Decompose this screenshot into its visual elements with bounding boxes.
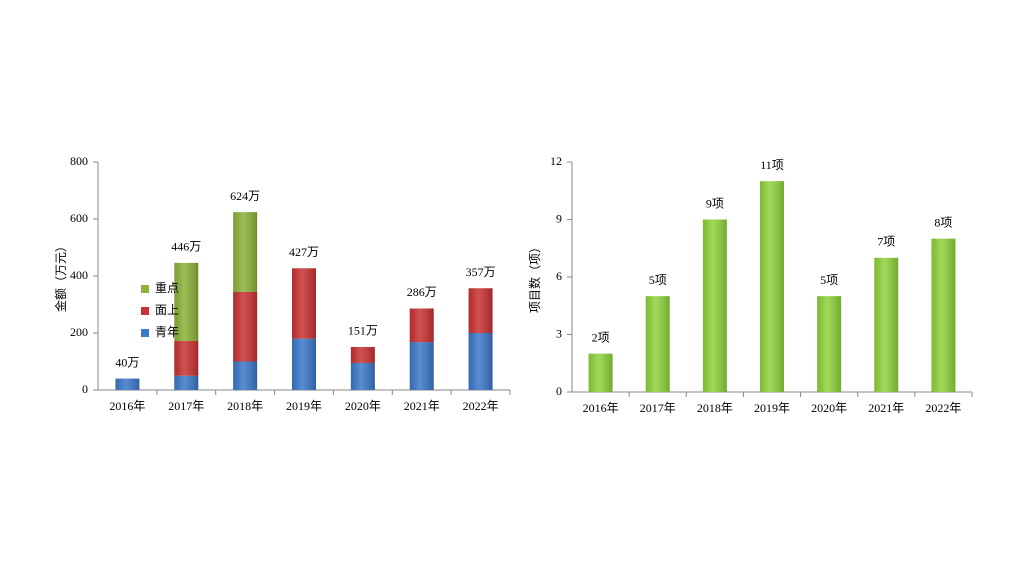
- bar-shade: [931, 238, 956, 392]
- bar-shade: [233, 212, 258, 292]
- value-label: 9项: [706, 196, 724, 210]
- legend-label: 重点: [155, 281, 179, 295]
- value-label: 5项: [649, 273, 667, 287]
- bar-shade: [233, 361, 258, 390]
- y-axis-label: 项目数（项）: [527, 241, 542, 313]
- legend-label: 面上: [155, 303, 179, 317]
- x-tick-label: 2019年: [754, 401, 790, 415]
- legend-label: 青年: [155, 325, 179, 339]
- bar-shade: [174, 375, 199, 390]
- value-label: 624万: [230, 189, 260, 203]
- x-tick-label: 2018年: [227, 399, 263, 413]
- y-tick-label: 200: [70, 325, 88, 339]
- bar-shade: [409, 308, 434, 343]
- value-label: 40万: [115, 355, 139, 369]
- value-label: 2项: [592, 330, 610, 344]
- bar-shade: [350, 362, 375, 390]
- x-tick-label: 2021年: [404, 399, 440, 413]
- bar-shade: [468, 288, 493, 333]
- y-tick-label: 0: [556, 384, 562, 398]
- x-tick-label: 2020年: [345, 399, 381, 413]
- value-label: 446万: [171, 240, 201, 254]
- y-tick-label: 0: [82, 382, 88, 396]
- value-label: 7项: [877, 235, 895, 249]
- x-tick-label: 2016年: [583, 401, 619, 415]
- legend-swatch: [141, 329, 149, 337]
- x-tick-label: 2017年: [168, 399, 204, 413]
- legend-swatch: [141, 285, 149, 293]
- value-label: 5项: [820, 273, 838, 287]
- y-tick-label: 6: [556, 269, 562, 283]
- bar-shade: [874, 257, 899, 392]
- value-label: 286万: [407, 285, 437, 299]
- bar-shade: [174, 262, 199, 341]
- y-tick-label: 800: [70, 154, 88, 168]
- value-label: 11项: [760, 158, 784, 172]
- value-label: 427万: [289, 245, 319, 259]
- y-tick-label: 3: [556, 326, 562, 340]
- legend-swatch: [141, 307, 149, 315]
- value-label: 357万: [466, 265, 496, 279]
- bar-shade: [292, 268, 316, 339]
- y-tick-label: 600: [70, 211, 88, 225]
- x-tick-label: 2016年: [109, 399, 145, 413]
- y-axis-label: 金额（万元）: [53, 240, 68, 312]
- bar-shade: [760, 181, 784, 392]
- x-tick-label: 2022年: [925, 401, 961, 415]
- bar-shade: [350, 346, 375, 363]
- bar-shade: [115, 378, 140, 390]
- bar-shade: [817, 296, 842, 392]
- value-label: 8项: [934, 215, 952, 229]
- y-tick-label: 9: [556, 211, 562, 225]
- bar-shade: [588, 353, 613, 392]
- bar-shade: [702, 219, 727, 392]
- bar-shade: [174, 340, 199, 376]
- x-tick-label: 2020年: [811, 401, 847, 415]
- bar-shade: [409, 342, 434, 390]
- x-tick-label: 2019年: [286, 399, 322, 413]
- bar-shade: [468, 333, 493, 390]
- x-tick-label: 2017年: [640, 401, 676, 415]
- bar-shade: [233, 291, 258, 362]
- x-tick-label: 2021年: [868, 401, 904, 415]
- bar-shade: [292, 338, 316, 390]
- value-label: 151万: [348, 324, 378, 338]
- x-tick-label: 2022年: [463, 399, 499, 413]
- y-tick-label: 400: [70, 268, 88, 282]
- y-tick-label: 12: [550, 154, 562, 168]
- x-tick-label: 2018年: [697, 401, 733, 415]
- bar-shade: [645, 296, 670, 392]
